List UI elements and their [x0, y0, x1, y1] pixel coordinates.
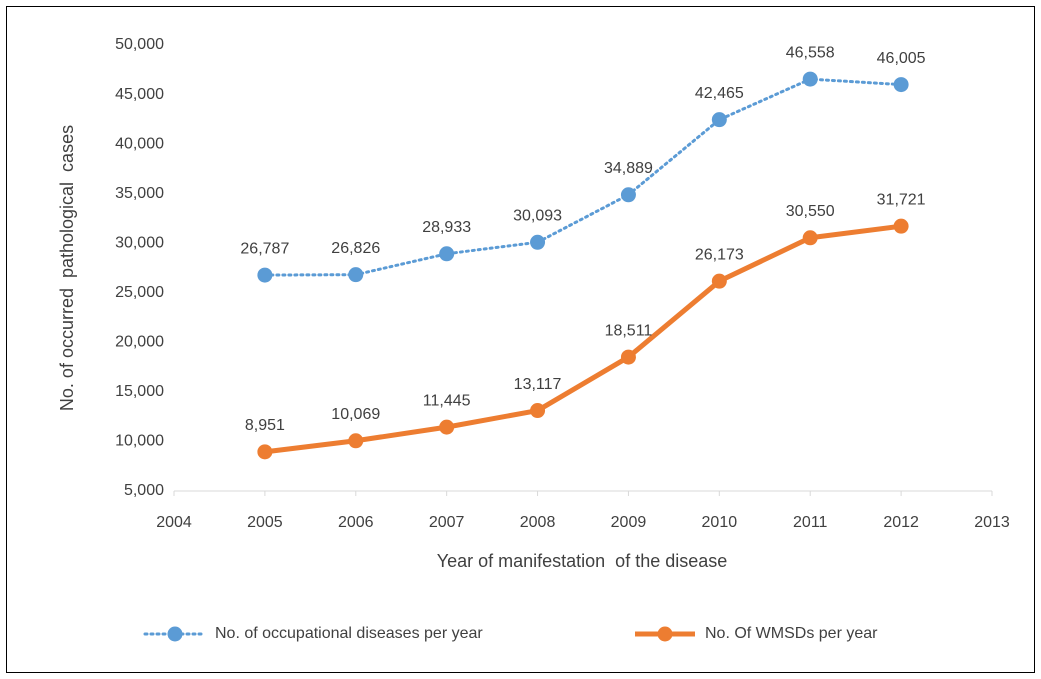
y-tick-label: 25,000 [115, 284, 164, 301]
x-tick-label: 2008 [520, 514, 556, 531]
data-label: 26,173 [695, 246, 744, 263]
legend-marker [657, 626, 673, 642]
legend-label: No. Of WMSDs per year [705, 625, 878, 642]
data-label: 30,550 [786, 203, 835, 220]
data-point [893, 77, 909, 93]
data-label: 8,951 [245, 417, 285, 434]
y-tick-label: 20,000 [115, 334, 164, 351]
x-tick-label: 2007 [429, 514, 465, 531]
data-point [711, 273, 727, 289]
data-label: 11,445 [423, 392, 471, 409]
data-point [620, 187, 636, 203]
data-point [802, 230, 818, 246]
x-tick-label: 2004 [156, 514, 192, 531]
data-point [257, 267, 273, 283]
series-line [264, 223, 902, 455]
data-label: 26,787 [240, 240, 289, 257]
data-label: 46,558 [786, 44, 835, 61]
data-point [893, 218, 909, 234]
data-label: 30,093 [513, 208, 562, 225]
data-label: 46,005 [877, 50, 926, 67]
data-point [439, 246, 455, 262]
data-point [802, 71, 818, 87]
y-tick-label: 45,000 [115, 86, 164, 103]
y-tick-label: 50,000 [115, 36, 164, 53]
legend-marker [167, 626, 183, 642]
x-axis-title: Year of manifestation of the disease [437, 551, 728, 571]
data-point [620, 349, 636, 365]
data-label: 28,933 [422, 219, 471, 236]
y-tick-label: 40,000 [115, 135, 164, 152]
data-point [530, 234, 546, 250]
data-point [439, 419, 455, 435]
legend-label: No. of occupational diseases per year [215, 625, 483, 642]
y-tick-label: 15,000 [115, 383, 164, 400]
x-tick-label: 2010 [702, 514, 738, 531]
data-label: 34,889 [604, 160, 653, 177]
y-tick-label: 30,000 [115, 234, 164, 251]
x-tick-label: 2011 [793, 514, 828, 531]
y-tick-label: 5,000 [124, 482, 164, 499]
data-label: 13,117 [514, 376, 562, 393]
x-tick-label: 2006 [338, 514, 374, 531]
data-point [348, 433, 364, 449]
x-tick-label: 2005 [247, 514, 283, 531]
x-tick-label: 2009 [611, 514, 647, 531]
data-point [257, 444, 273, 460]
x-tick-label: 2012 [883, 514, 919, 531]
y-axis-title: No. of occurred pathological cases [57, 125, 77, 411]
data-label: 26,826 [331, 240, 380, 257]
data-label: 42,465 [695, 85, 744, 102]
y-tick-label: 10,000 [115, 433, 164, 450]
series-line [263, 77, 903, 277]
data-point [348, 267, 364, 283]
data-point [711, 112, 727, 128]
y-tick-label: 35,000 [115, 185, 164, 202]
data-label: 10,069 [331, 406, 380, 423]
data-point [530, 403, 546, 419]
x-tick-label: 2013 [974, 514, 1010, 531]
chart-frame [6, 6, 1035, 673]
data-label: 31,721 [877, 191, 926, 208]
data-label: 18,511 [605, 322, 653, 339]
